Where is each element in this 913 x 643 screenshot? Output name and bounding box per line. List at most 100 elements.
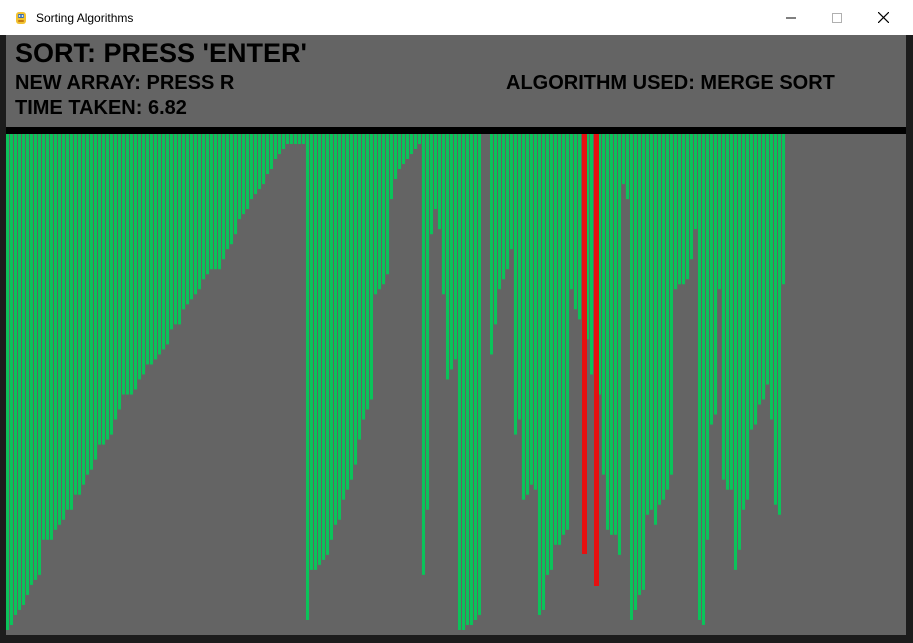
array-bar <box>718 134 721 290</box>
array-bar <box>166 134 169 345</box>
minimize-button[interactable] <box>768 0 814 35</box>
array-bar <box>6 134 9 630</box>
array-bar <box>398 134 401 170</box>
array-bar <box>18 134 21 610</box>
array-bar <box>434 134 437 210</box>
array-bar <box>526 134 529 495</box>
array-bar <box>418 134 421 145</box>
array-bar <box>578 134 581 320</box>
array-bar <box>138 134 141 380</box>
array-bar <box>762 134 765 400</box>
maximize-button[interactable] <box>814 0 860 35</box>
array-bar <box>94 134 97 460</box>
array-bar <box>570 134 573 290</box>
array-bar <box>542 134 545 610</box>
array-bar <box>150 134 153 365</box>
algorithm-used: ALGORITHM USED: MERGE SORT <box>506 72 835 94</box>
array-bar <box>158 134 161 355</box>
app-canvas: SORT: PRESS 'ENTER' NEW ARRAY: PRESS R T… <box>6 35 906 635</box>
array-bar <box>198 134 201 290</box>
array-bar <box>778 134 781 515</box>
array-bar <box>82 134 85 485</box>
array-bar <box>22 134 25 605</box>
array-bar <box>518 134 521 420</box>
array-bar <box>178 134 181 325</box>
array-bar <box>426 134 429 510</box>
array-bar <box>358 134 361 440</box>
array-bar <box>286 134 289 145</box>
array-bar <box>294 134 297 145</box>
close-icon <box>877 12 889 23</box>
array-bar <box>422 134 425 575</box>
array-bar <box>366 134 369 410</box>
array-bar <box>386 134 389 275</box>
highlighted-bar <box>594 134 599 586</box>
array-bar <box>750 134 753 430</box>
close-button[interactable] <box>860 0 906 35</box>
bar-chart <box>6 134 785 630</box>
array-bar <box>574 134 577 310</box>
array-bar <box>694 134 697 230</box>
new-array-instruction: NEW ARRAY: PRESS R <box>15 72 235 94</box>
array-bar <box>478 134 481 615</box>
array-bar <box>70 134 73 510</box>
array-bar <box>706 134 709 540</box>
array-bar <box>490 134 493 355</box>
array-bar <box>658 134 661 505</box>
array-bar <box>442 134 445 295</box>
array-bar <box>530 134 533 485</box>
array-bar <box>682 134 685 285</box>
highlighted-bar <box>582 134 587 554</box>
array-bar <box>514 134 517 435</box>
array-bar <box>510 134 513 250</box>
array-bar <box>506 134 509 270</box>
array-bar <box>142 134 145 375</box>
array-bar <box>558 134 561 545</box>
array-bar <box>458 134 461 630</box>
array-bar <box>274 134 277 160</box>
array-bar <box>450 134 453 370</box>
array-bar <box>590 134 593 375</box>
array-bar <box>50 134 53 540</box>
array-bar <box>670 134 673 475</box>
array-bar <box>646 134 649 515</box>
array-bar <box>262 134 265 185</box>
array-bar <box>654 134 657 525</box>
array-bar <box>34 134 37 580</box>
array-bar <box>758 134 761 405</box>
array-bar <box>222 134 225 260</box>
array-bar <box>342 134 345 500</box>
array-bar <box>710 134 713 425</box>
array-bar <box>370 134 373 400</box>
sort-instruction: SORT: PRESS 'ENTER' <box>15 38 307 68</box>
array-bar <box>414 134 417 150</box>
array-bar <box>702 134 705 625</box>
array-bar <box>206 134 209 275</box>
array-bar <box>678 134 681 285</box>
array-bar <box>182 134 185 310</box>
array-bar <box>278 134 281 155</box>
array-bar <box>86 134 89 475</box>
array-bar <box>770 134 773 420</box>
array-bar <box>698 134 701 620</box>
array-bar <box>266 134 269 175</box>
array-bar <box>562 134 565 535</box>
array-bar <box>666 134 669 490</box>
array-bar <box>122 134 125 395</box>
array-bar <box>106 134 109 440</box>
array-bar <box>494 134 497 325</box>
array-bar <box>454 134 457 360</box>
array-bar <box>618 134 621 555</box>
array-bar <box>610 134 613 535</box>
array-bar <box>58 134 61 525</box>
array-bar <box>254 134 257 195</box>
array-bar <box>714 134 717 415</box>
array-bar <box>238 134 241 220</box>
array-bar <box>466 134 469 625</box>
array-bar <box>306 134 309 620</box>
array-bar <box>326 134 329 555</box>
array-bar <box>742 134 745 510</box>
array-bar <box>246 134 249 210</box>
array-bar <box>202 134 205 280</box>
array-bar <box>170 134 173 330</box>
